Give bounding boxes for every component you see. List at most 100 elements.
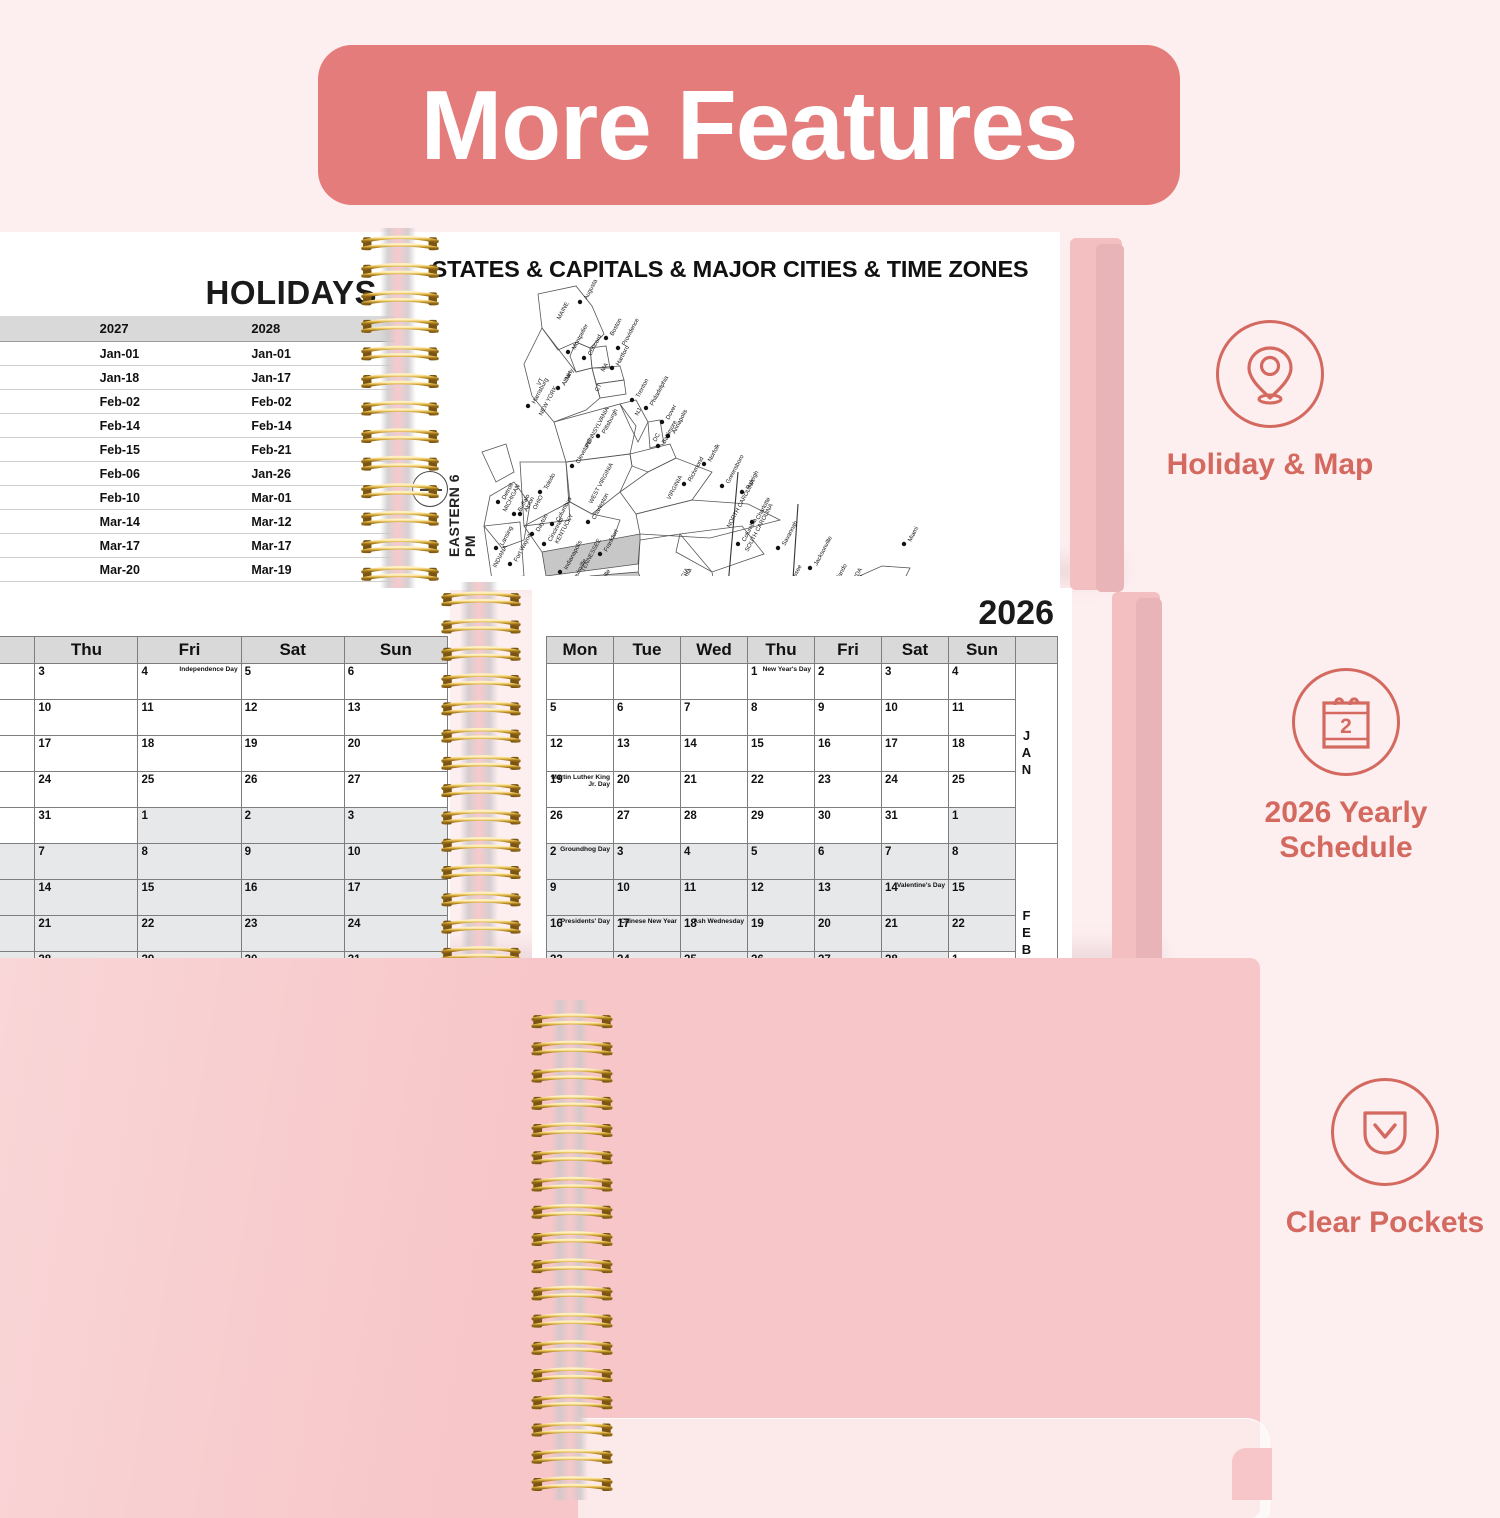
calendar-day-cell[interactable]: 20	[344, 736, 447, 772]
calendar-day-cell[interactable]: 14	[681, 736, 748, 772]
calendar-day-cell[interactable]: 10	[614, 880, 681, 916]
calendar-day-cell[interactable]: 4	[949, 664, 1016, 700]
calendar-day-cell[interactable]: 25	[138, 772, 241, 808]
calendar-day-cell[interactable]: 10	[344, 844, 447, 880]
calendar-day-cell[interactable]: 12	[748, 880, 815, 916]
calendar-day-cell[interactable]: 13	[344, 700, 447, 736]
calendar-day-cell[interactable]: 24	[35, 772, 138, 808]
calendar-day-cell[interactable]: 13	[614, 736, 681, 772]
calendar-day-cell[interactable]: 22	[138, 916, 241, 952]
calendar-day-cell[interactable]: 2	[0, 664, 35, 700]
calendar-day-cell[interactable]: 8	[138, 844, 241, 880]
calendar-day-cell[interactable]: 15	[138, 880, 241, 916]
calendar-day-cell[interactable]: 23	[241, 916, 344, 952]
calendar-day-cell[interactable]: 13	[0, 880, 35, 916]
calendar-day-cell[interactable]: 30	[815, 808, 882, 844]
calendar-day-cell[interactable]: 30	[0, 808, 35, 844]
calendar-day-cell[interactable]: 26	[241, 772, 344, 808]
calendar-day-cell[interactable]: 17	[882, 736, 949, 772]
calendar-day-cell[interactable]: 9	[241, 844, 344, 880]
calendar-day-cell[interactable]: 7	[681, 700, 748, 736]
day-number: 22	[952, 918, 965, 930]
calendar-day-cell[interactable]: 20	[0, 916, 35, 952]
calendar-day-cell[interactable]: 9	[815, 700, 882, 736]
calendar-day-cell[interactable]: 5	[547, 700, 614, 736]
calendar-day-cell[interactable]: 18	[138, 736, 241, 772]
calendar-day-cell[interactable]: 17	[35, 736, 138, 772]
calendar-day-cell[interactable]: 1	[949, 808, 1016, 844]
calendar-day-cell[interactable]: 5	[748, 844, 815, 880]
month-tab-jan[interactable]: JAN	[1016, 664, 1058, 844]
calendar-day-cell[interactable]: 20	[614, 772, 681, 808]
calendar-day-cell[interactable]: 6	[815, 844, 882, 880]
calendar-day-cell[interactable]	[681, 664, 748, 700]
calendar-day-cell[interactable]: 16	[0, 736, 35, 772]
calendar-day-cell[interactable]: 11	[949, 700, 1016, 736]
calendar-day-cell[interactable]: 6	[0, 844, 35, 880]
calendar-day-cell[interactable]: 25	[949, 772, 1016, 808]
calendar-day-cell[interactable]: 8	[748, 700, 815, 736]
calendar-day-cell[interactable]: 7	[882, 844, 949, 880]
calendar-day-cell[interactable]: 31	[35, 808, 138, 844]
calendar-day-cell[interactable]: 9	[547, 880, 614, 916]
calendar-day-cell[interactable]: 28	[681, 808, 748, 844]
calendar-day-cell[interactable]: 23	[0, 772, 35, 808]
calendar-day-cell[interactable]	[614, 664, 681, 700]
calendar-day-cell[interactable]: 3	[614, 844, 681, 880]
calendar-day-cell[interactable]: 11	[681, 880, 748, 916]
calendar-day-cell[interactable]: 19	[748, 916, 815, 952]
calendar-day-cell[interactable]: 22	[748, 772, 815, 808]
calendar-day-cell[interactable]: 26	[547, 808, 614, 844]
calendar-day-cell[interactable]: 21	[35, 916, 138, 952]
calendar-day-cell[interactable]: 20	[815, 916, 882, 952]
calendar-day-cell[interactable]: 27	[344, 772, 447, 808]
calendar-day-cell[interactable]: 24	[882, 772, 949, 808]
calendar-day-cell[interactable]	[547, 664, 614, 700]
calendar-day-cell[interactable]: 16	[815, 736, 882, 772]
calendar-day-cell[interactable]: 17	[344, 880, 447, 916]
calendar-day-cell[interactable]: 12	[241, 700, 344, 736]
calendar-day-cell[interactable]: 7	[35, 844, 138, 880]
calendar-day-cell[interactable]: 5	[241, 664, 344, 700]
day-number: 22	[141, 918, 154, 930]
calendar-day-cell[interactable]: 8	[949, 844, 1016, 880]
calendar-day-cell[interactable]: 9	[0, 700, 35, 736]
calendar-day-cell[interactable]: 1	[138, 808, 241, 844]
calendar-day-cell[interactable]: 15	[949, 880, 1016, 916]
calendar-day-cell[interactable]: 4	[681, 844, 748, 880]
map-city-label: Boston	[609, 318, 623, 337]
calendar-day-cell[interactable]: 27	[614, 808, 681, 844]
calendar-day-cell[interactable]: 24	[344, 916, 447, 952]
calendar-day-cell[interactable]: 3	[344, 808, 447, 844]
calendar-day-cell[interactable]: 21	[882, 916, 949, 952]
calendar-day-cell[interactable]: 10	[882, 700, 949, 736]
calendar-day-cell[interactable]: 11	[138, 700, 241, 736]
calendar-day-cell[interactable]: 3	[882, 664, 949, 700]
calendar-day-cell[interactable]: 14	[35, 880, 138, 916]
calendar-day-cell[interactable]: 22	[949, 916, 1016, 952]
calendar-day-cell[interactable]: 18	[949, 736, 1016, 772]
calendar-day-cell[interactable]: 6	[614, 700, 681, 736]
calendar-day-cell[interactable]: 12	[547, 736, 614, 772]
calendar-day-cell[interactable]: 16	[241, 880, 344, 916]
calendar-day-cell[interactable]: 6	[344, 664, 447, 700]
calendar-day-cell[interactable]: 31	[882, 808, 949, 844]
calendar-day-cell[interactable]: 15	[748, 736, 815, 772]
calendar-day-cell[interactable]: 10	[35, 700, 138, 736]
calendar-day-cell[interactable]: 2	[241, 808, 344, 844]
calendar-day-cell[interactable]: 3	[35, 664, 138, 700]
calendar-day-cell[interactable]: 21	[681, 772, 748, 808]
calendar-day-cell[interactable]: 13	[815, 880, 882, 916]
calendar-day-cell[interactable]: 19	[241, 736, 344, 772]
calendar-day-cell[interactable]: 29	[748, 808, 815, 844]
calendar-day-cell[interactable]: 23	[815, 772, 882, 808]
calendar-day-cell[interactable]: 2	[815, 664, 882, 700]
